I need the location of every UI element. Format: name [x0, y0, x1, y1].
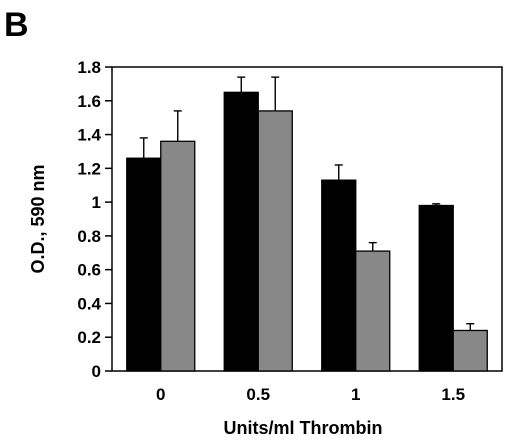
bar-series-group: [126, 91, 488, 372]
y-tick-label: 0: [92, 362, 101, 381]
bar-series-1: [418, 204, 454, 372]
plot-frame: [111, 66, 503, 372]
x-tick-label: 0: [156, 385, 165, 404]
bar-series-1: [321, 179, 357, 372]
y-axis: 0 0.2 0.4 0.6 0.8 1 1.2 1.4 1.6 1.8: [77, 58, 112, 381]
x-tick-label: 1.5: [441, 385, 465, 404]
bar-series-2: [355, 250, 391, 372]
error-bar-group: [139, 76, 475, 331]
x-axis: 0 0.5 1 1.5: [156, 385, 465, 404]
y-tick-label: 1: [92, 193, 101, 212]
bar-series-2: [160, 140, 196, 372]
y-tick-label: 1.8: [77, 58, 101, 77]
bar-series-2: [452, 329, 488, 372]
bar-series-2: [257, 110, 293, 372]
x-tick-label: 0.5: [246, 385, 270, 404]
bar-series-1: [223, 91, 259, 372]
y-axis-title: O.D., 590 nm: [28, 164, 48, 273]
x-axis-title: Units/ml Thrombin: [224, 418, 383, 438]
bar-series-1: [126, 157, 162, 372]
y-tick-label: 1.4: [77, 126, 101, 145]
y-tick-label: 1.2: [77, 159, 101, 178]
y-tick-label: 0.2: [77, 328, 101, 347]
x-tick-label: 1: [351, 385, 360, 404]
panel-label: B: [4, 6, 29, 44]
y-tick-label: 0.6: [77, 261, 101, 280]
plot-area: [111, 66, 503, 372]
y-tick-label: 0.8: [77, 227, 101, 246]
y-tick-label: 0.4: [77, 294, 101, 313]
y-tick-label: 1.6: [77, 92, 101, 111]
